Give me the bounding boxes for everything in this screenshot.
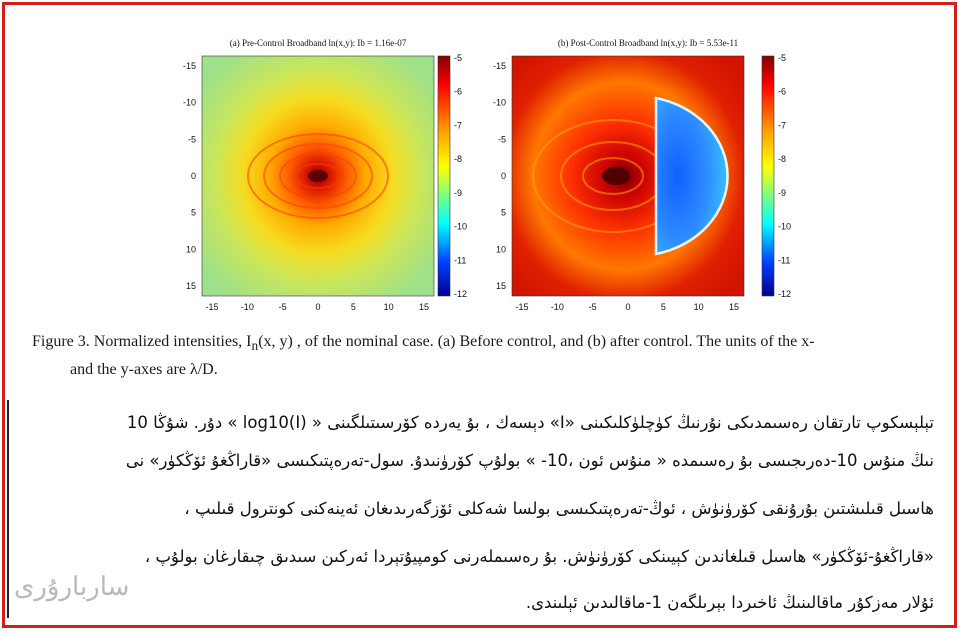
x-tick-label: 10 [694, 302, 704, 312]
panel-a: (a) Pre-Control Broadband ln(x,y): Ib = … [158, 36, 538, 326]
panel-b-title: (b) Post-Control Broadband ln(x,y): Ib =… [557, 38, 739, 48]
panel-b: (b) Post-Control Broadband ln(x,y): Ib =… [488, 36, 868, 326]
colorbar-tick-label: -11 [454, 255, 466, 265]
colorbar-tick-label: -9 [778, 188, 786, 198]
y-tick-label: 10 [496, 244, 506, 254]
colorbar-tick-label: -7 [778, 120, 786, 130]
y-tick-label: 15 [496, 281, 506, 291]
colorbar-tick-label: -7 [454, 120, 462, 130]
colorbar-tick-label: -10 [778, 222, 791, 232]
y-tick-label: 0 [501, 171, 506, 181]
colorbar-tick-label: -8 [454, 154, 462, 164]
y-tick-label: -15 [183, 61, 196, 71]
y-tick-label: -15 [493, 61, 506, 71]
caption-line-2: and the y-axes are λ/D. [70, 361, 218, 379]
caption-line-1: Figure 3. Normalized intensities, In(x, … [32, 330, 937, 358]
x-tick-label: 0 [315, 302, 320, 312]
y-tick-label: -5 [498, 134, 506, 144]
colorbar-tick-label: -10 [454, 222, 467, 232]
y-tick-label: 5 [191, 208, 196, 218]
y-tick-label: 5 [501, 208, 506, 218]
figure-frame [2, 2, 957, 628]
y-tick-label: -10 [183, 98, 196, 108]
panel-a-colorbar-ticks: -5 -6 -7 -8 -9 -10 -11 -12 [454, 53, 467, 299]
panel-a-y-ticks: -15 -10 -5 0 5 10 15 [183, 61, 196, 291]
panel-a-plot: -15 -10 -5 0 5 10 15 -15 -10 -5 0 5 10 15 -5 -6 -7 -8 -9… [183, 53, 467, 312]
y-tick-label: 15 [186, 281, 196, 291]
panel-a-x-ticks: -15 -10 -5 0 5 10 15 [205, 302, 429, 312]
x-tick-label: 5 [661, 302, 666, 312]
y-tick-label: 10 [186, 244, 196, 254]
panel-b-core [602, 167, 630, 185]
panel-a-rings [247, 133, 389, 219]
colorbar-tick-label: -9 [454, 188, 462, 198]
caption-subscript: n [251, 338, 259, 354]
watermark-logo: ساربارۇرى [14, 572, 130, 602]
x-tick-label: -10 [551, 302, 564, 312]
x-tick-label: -5 [589, 302, 597, 312]
caption-text-start: Figure 3. Normalized intensities, I [32, 333, 252, 350]
x-tick-label: -15 [515, 302, 528, 312]
colorbar-tick-label: -8 [778, 154, 786, 164]
uyghur-line-5: ئۇلار مەزكۇر ماقالىنىڭ ئاخىردا بېرىلگەن … [525, 593, 934, 612]
uyghur-paragraph: تېلېسكوپ تارتقان رەسىمدىكى نۇرنىڭ كۈچلۈك… [8, 400, 950, 622]
colorbar-tick-label: -6 [778, 87, 786, 97]
panel-b-plot: -15 -10 -5 0 5 10 15 -15 -10 -5 0 5 10 15 -5 -6 -7 -8 -9… [493, 53, 791, 312]
y-tick-label: -10 [493, 98, 506, 108]
panel-a-core [308, 170, 328, 182]
colorbar-tick-label: -11 [778, 255, 790, 265]
panel-b-dark-hole [654, 96, 729, 256]
x-tick-label: 15 [419, 302, 429, 312]
x-tick-label: -15 [205, 302, 218, 312]
panel-b-colorbar [761, 55, 775, 297]
panel-b-colorbar-ticks: -5 -6 -7 -8 -9 -10 -11 -12 [778, 53, 791, 299]
y-tick-label: 0 [191, 171, 196, 181]
colorbar-tick-label: -12 [454, 289, 467, 299]
panel-a-colorbar [437, 55, 451, 297]
uyghur-line-2: نىڭ منۇس 10-دەرىجىسى بۇ رەسىمدە « منۇس ئ… [125, 451, 934, 470]
colorbar-tick-label: -5 [778, 53, 786, 63]
panel-b-x-ticks: -15 -10 -5 0 5 10 15 [515, 302, 739, 312]
colorbar-tick-label: -6 [454, 87, 462, 97]
uyghur-line-4: «قاراڭغۇ-ئۆڭكۈر» ھاسىل قىلغاندىن كېيىنكى… [144, 547, 934, 566]
figure-caption: Figure 3. Normalized intensities, In(x, … [32, 330, 937, 382]
y-tick-label: -5 [188, 134, 196, 144]
colorbar-tick-label: -12 [778, 289, 791, 299]
x-tick-label: 15 [729, 302, 739, 312]
panel-a-title: (a) Pre-Control Broadband ln(x,y): Ib = … [229, 38, 407, 48]
x-tick-label: 10 [384, 302, 394, 312]
panel-b-y-ticks: -15 -10 -5 0 5 10 15 [493, 61, 506, 291]
caption-text-rest: (x, y) , of the nominal case. (a) Before… [258, 333, 815, 350]
uyghur-line-1: تېلېسكوپ تارتقان رەسىمدىكى نۇرنىڭ كۈچلۈك… [126, 413, 934, 432]
colorbar-tick-label: -5 [454, 53, 462, 63]
text-border [7, 400, 9, 618]
x-tick-label: -5 [279, 302, 287, 312]
x-tick-label: 0 [625, 302, 630, 312]
x-tick-label: -10 [241, 302, 254, 312]
uyghur-line-3: ھاسىل قىلىشتىن بۇرۇنقى كۆرۈنۈش ، ئوڭ-تەر… [184, 499, 934, 518]
x-tick-label: 5 [351, 302, 356, 312]
